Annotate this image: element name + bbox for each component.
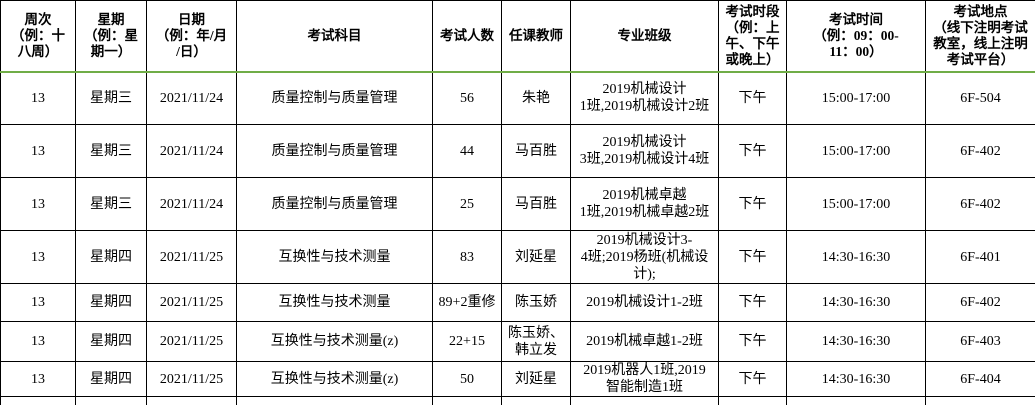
cell-week: 13	[0, 230, 76, 284]
cell-count: 50	[432, 361, 502, 397]
cell-week: 13	[0, 71, 76, 125]
cell-time: 14:30-16:30	[786, 283, 926, 322]
table-row: 13 星期三 2021/11/24 质量控制与质量管理 25 马百胜 2019机…	[0, 177, 1035, 231]
cell-class: 2019机械设计1-2班	[570, 283, 719, 322]
cell-subject: 互换性与技术测量	[236, 230, 433, 284]
cell-date: 2021/11/24	[146, 177, 237, 231]
header-period: 考试时段 （例：上 午、下午 或晚上）	[718, 0, 787, 73]
cell-subject: 互换性与技术测量	[236, 283, 433, 322]
cell-date: 2021/11/25	[146, 283, 237, 322]
cell-time: 14:30-16:30	[786, 361, 926, 397]
cell-count: 89+2重修	[432, 283, 502, 322]
cell-location: 6F-402	[925, 283, 1035, 322]
cell-period: 下午	[718, 321, 787, 362]
cell-week: 13	[0, 361, 76, 397]
cell-period: 下午	[718, 71, 787, 125]
cell-teacher: 陈玉娇、 韩立发	[501, 321, 571, 362]
header-class: 专业班级	[570, 0, 719, 73]
header-week: 周次 （例：十 八周）	[0, 0, 76, 73]
cell-class: 2019机械卓越1-2班	[570, 321, 719, 362]
header-date: 日期 （例：年/月 /日）	[146, 0, 237, 73]
cell-count: 44	[432, 124, 502, 178]
cell-weekday: 星期三	[75, 71, 147, 125]
table-row: 13 星期三 2021/11/24 质量控制与质量管理 44 马百胜 2019机…	[0, 124, 1035, 178]
header-location: 考试地点 （线下注明考试 教室，线上注明 考试平台）	[925, 0, 1035, 73]
cell-teacher: 马百胜	[501, 124, 571, 178]
cell-week: 13	[0, 124, 76, 178]
cell-class: 2019机械设计3- 4班;2019杨班(机械设 计);	[570, 230, 719, 284]
cell-location: 6F-504	[925, 71, 1035, 125]
cell-subject: 质量控制与质量管理	[236, 124, 433, 178]
cell-class: 2019机械设计 1班,2019机械设计2班	[570, 71, 719, 125]
cell-period: 下午	[718, 283, 787, 322]
cell-subject: 质量控制与质量管理	[236, 71, 433, 125]
cell-teacher: 刘延星	[501, 230, 571, 284]
header-time: 考试时间 （例：09：00- 11：00）	[786, 0, 926, 73]
cell-count: 22+15	[432, 321, 502, 362]
cell-period: 下午	[718, 230, 787, 284]
cell-time: 15:00-17:00	[786, 71, 926, 125]
cell-weekday: 星期四	[75, 361, 147, 397]
cell-location: 6F-402	[925, 124, 1035, 178]
cell-date: 2021/11/24	[146, 124, 237, 178]
cell-teacher: 马百胜	[501, 177, 571, 231]
header-row: 周次 （例：十 八周） 星期 （例：星 期一） 日期 （例：年/月 /日） 考试…	[0, 0, 1035, 73]
table-row: 13 星期四 2021/11/25 互换性与技术测量 89+2重修 陈玉娇 20…	[0, 283, 1035, 322]
cell-weekday: 星期四	[75, 321, 147, 362]
cell-time: 15:00-17:00	[786, 177, 926, 231]
cell-time: 14:30-16:30	[786, 321, 926, 362]
cell-teacher: 朱艳	[501, 71, 571, 125]
cell-weekday: 星期四	[75, 230, 147, 284]
cell-location: 6F-401	[925, 230, 1035, 284]
cell-week: 13	[0, 283, 76, 322]
cell-period: 下午	[718, 124, 787, 178]
cell-teacher: 刘延星	[501, 361, 571, 397]
cell-date: 2021/11/25	[146, 361, 237, 397]
cell-teacher: 陈玉娇	[501, 283, 571, 322]
table-row-partial	[0, 396, 1035, 405]
cell-week: 13	[0, 321, 76, 362]
cell-class: 2019机器人1班,2019 智能制造1班	[570, 361, 719, 397]
cell-location: 6F-404	[925, 361, 1035, 397]
table-row: 13 星期四 2021/11/25 互换性与技术测量 83 刘延星 2019机械…	[0, 230, 1035, 284]
table-row: 13 星期三 2021/11/24 质量控制与质量管理 56 朱艳 2019机械…	[0, 71, 1035, 125]
cell-weekday: 星期三	[75, 177, 147, 231]
cell-location: 6F-402	[925, 177, 1035, 231]
cell-period: 下午	[718, 177, 787, 231]
header-weekday: 星期 （例：星 期一）	[75, 0, 147, 73]
cell-count: 56	[432, 71, 502, 125]
header-subject: 考试科目	[236, 0, 433, 73]
cell-subject: 互换性与技术测量(z)	[236, 321, 433, 362]
cell-class: 2019机械卓越 1班,2019机械卓越2班	[570, 177, 719, 231]
cell-subject: 质量控制与质量管理	[236, 177, 433, 231]
cell-count: 25	[432, 177, 502, 231]
cell-weekday: 星期三	[75, 124, 147, 178]
cell-time: 14:30-16:30	[786, 230, 926, 284]
cell-date: 2021/11/25	[146, 230, 237, 284]
cell-subject: 互换性与技术测量(z)	[236, 361, 433, 397]
cell-time: 15:00-17:00	[786, 124, 926, 178]
cell-week: 13	[0, 177, 76, 231]
table-row: 13 星期四 2021/11/25 互换性与技术测量(z) 50 刘延星 201…	[0, 361, 1035, 397]
header-teacher: 任课教师	[501, 0, 571, 73]
cell-period: 下午	[718, 361, 787, 397]
cell-weekday: 星期四	[75, 283, 147, 322]
cell-class: 2019机械设计 3班,2019机械设计4班	[570, 124, 719, 178]
table-row: 13 星期四 2021/11/25 互换性与技术测量(z) 22+15 陈玉娇、…	[0, 321, 1035, 362]
header-count: 考试人数	[432, 0, 502, 73]
cell-count: 83	[432, 230, 502, 284]
cell-location: 6F-403	[925, 321, 1035, 362]
cell-date: 2021/11/25	[146, 321, 237, 362]
cell-date: 2021/11/24	[146, 71, 237, 125]
